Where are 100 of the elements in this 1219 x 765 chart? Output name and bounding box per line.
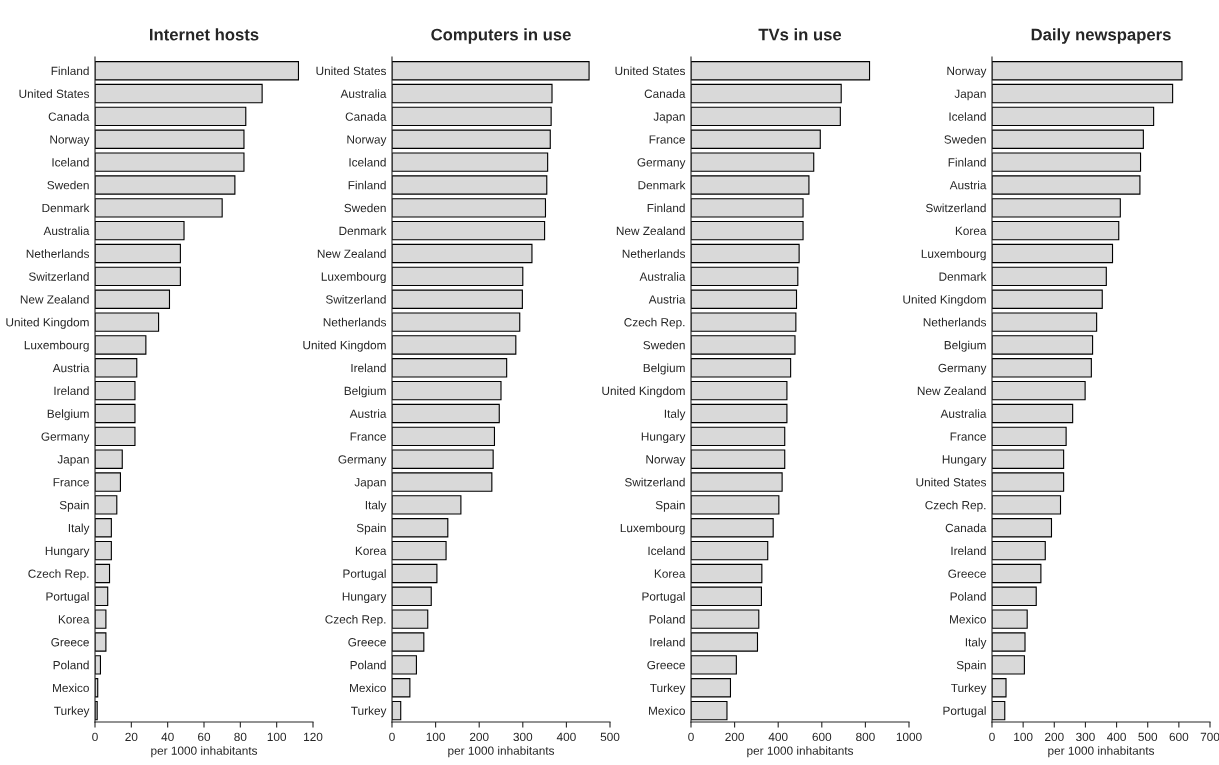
chart-title: Computers in use	[431, 28, 571, 44]
bar	[691, 220, 804, 241]
y-tick-label: Greece	[948, 569, 986, 578]
y-tick-label: Czech Rep.	[925, 500, 986, 512]
y-tick-label: Korea	[955, 226, 987, 236]
y-tick-label: Canada	[644, 89, 686, 98]
chart-title: TVs in use	[758, 28, 842, 41]
bar	[392, 266, 524, 287]
bar	[992, 243, 1114, 264]
bar	[691, 518, 774, 538]
bar	[691, 563, 763, 584]
y-tick-label: Turkey	[650, 683, 686, 695]
bar	[992, 106, 1155, 127]
bar	[95, 563, 111, 584]
y-tick-label: United Kingdom	[303, 340, 386, 352]
y-tick-label: Spain	[59, 500, 89, 512]
y-tick-label: New Zealand	[20, 294, 89, 304]
y-tick-label: Denmark	[339, 226, 387, 236]
x-tick-label: 200	[725, 732, 744, 742]
y-tick-label: Austria	[52, 363, 90, 373]
bar	[95, 243, 181, 264]
x-tick-label: 400	[768, 732, 788, 742]
x-tick-label: 0	[688, 732, 694, 742]
y-tick-label: Austria	[949, 180, 987, 190]
bar	[392, 563, 438, 584]
bar	[992, 540, 1046, 561]
x-tick-label: 600	[812, 732, 832, 742]
bar	[992, 129, 1144, 149]
y-tick-label: Greece	[51, 638, 89, 647]
bar	[95, 61, 300, 81]
x-tick-label: 120	[304, 732, 323, 742]
bar	[691, 586, 762, 607]
x-tick-label: 100	[426, 732, 445, 742]
bar	[392, 449, 494, 469]
bar	[992, 449, 1065, 469]
bar	[392, 426, 496, 447]
y-tick-label: New Zealand	[317, 249, 386, 258]
bar	[392, 495, 462, 515]
bar	[992, 563, 1042, 584]
bar	[392, 335, 517, 355]
bar	[95, 289, 171, 309]
bar	[95, 220, 185, 241]
y-tick-label: Australia	[639, 272, 686, 281]
bar	[691, 655, 737, 675]
y-tick-label: Germany	[41, 432, 90, 444]
bar	[392, 540, 447, 561]
bar	[691, 495, 780, 515]
bar	[95, 449, 123, 469]
bar	[392, 358, 508, 378]
bar	[691, 61, 871, 81]
bar	[392, 243, 533, 264]
y-tick-label: Ireland	[650, 637, 685, 647]
bar	[691, 540, 769, 561]
y-tick-label: Portugal	[642, 592, 685, 604]
x-tick-label: 500	[600, 732, 620, 742]
x-axis-title: per 1000 inhabitants	[151, 746, 258, 758]
y-tick-label: Portugal	[943, 706, 986, 718]
bar	[392, 380, 502, 401]
y-tick-label: Iceland	[349, 157, 386, 167]
bar	[992, 403, 1074, 424]
y-tick-label: Norway	[947, 66, 987, 78]
y-tick-label: Sweden	[643, 340, 685, 350]
bar	[992, 335, 1094, 355]
y-tick-label: Spain	[356, 523, 386, 535]
y-tick-label: United States	[316, 66, 387, 76]
y-tick-label: United States	[916, 477, 987, 487]
bar	[691, 83, 842, 104]
y-tick-label: Italy	[365, 500, 387, 512]
bar	[992, 152, 1142, 172]
chart-title: Daily newspapers	[1031, 28, 1171, 44]
x-tick-label: 600	[1169, 732, 1189, 742]
y-tick-label: Luxembourg	[620, 523, 685, 535]
y-tick-label: France	[53, 478, 89, 487]
y-tick-label: Switzerland	[925, 203, 986, 213]
bar	[691, 380, 788, 401]
bar	[691, 700, 728, 721]
bar	[95, 266, 181, 287]
bar	[691, 358, 792, 378]
bar	[691, 426, 786, 447]
y-tick-label: Italy	[965, 637, 987, 649]
bar	[392, 198, 547, 218]
x-tick-label: 100	[1014, 732, 1033, 742]
bar	[992, 426, 1067, 447]
bar	[95, 632, 107, 652]
bar	[392, 220, 546, 241]
bar	[95, 106, 247, 127]
y-tick-label: Australia	[940, 409, 987, 418]
bar	[392, 175, 548, 195]
bar	[992, 289, 1103, 309]
y-tick-label: United States	[615, 66, 686, 76]
y-tick-label: Switzerland	[325, 294, 386, 304]
bar	[392, 83, 553, 104]
bar	[992, 655, 1025, 675]
y-tick-label: Poland	[950, 592, 986, 601]
bar	[392, 632, 425, 652]
y-tick-label: Belgium	[944, 340, 986, 352]
y-tick-label: Finland	[51, 66, 89, 76]
bar	[691, 243, 800, 264]
x-tick-label: 0	[389, 732, 395, 742]
x-tick-label: 80	[234, 732, 247, 742]
